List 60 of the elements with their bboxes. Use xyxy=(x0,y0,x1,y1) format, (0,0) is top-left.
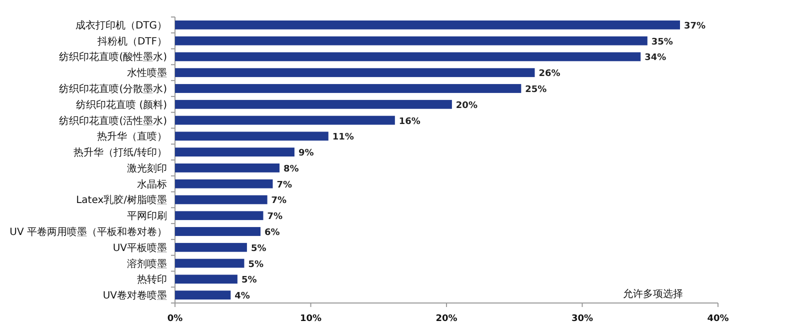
bar xyxy=(175,116,395,125)
y-tick-label: 纺织印花直喷(分散墨水) xyxy=(59,83,168,95)
y-tick-label: UV 平卷两用喷墨（平板和卷对卷） xyxy=(10,226,167,238)
y-tick-label: 热升华（打纸/转印） xyxy=(74,146,167,159)
data-label: 7% xyxy=(276,180,292,190)
data-label: 20% xyxy=(456,100,478,111)
data-label: 5% xyxy=(241,276,257,286)
data-label: 25% xyxy=(525,85,547,95)
data-label: 5% xyxy=(250,244,266,254)
bar xyxy=(175,195,268,204)
bar xyxy=(175,163,280,172)
y-tick-label: 热转印 xyxy=(137,274,167,286)
y-tick-label: UV卷对卷喷墨 xyxy=(102,290,167,302)
data-label: 34% xyxy=(644,53,666,64)
y-tick-label: 抖粉机（DTF） xyxy=(96,35,167,48)
bar xyxy=(175,258,244,268)
y-tick-label: 水晶标 xyxy=(137,178,167,190)
y-tick-label: 成衣打印机（DTG） xyxy=(75,19,167,32)
x-tick-label: 30% xyxy=(571,314,594,324)
y-tick-label: UV平板喷墨 xyxy=(112,242,167,254)
data-label: 26% xyxy=(538,69,560,80)
bar xyxy=(175,52,641,62)
x-tick-label: 40% xyxy=(707,314,729,324)
y-tick-label: 水性喷墨 xyxy=(127,67,167,80)
bar xyxy=(175,179,273,188)
bar xyxy=(175,274,238,284)
bar xyxy=(175,100,452,109)
data-label: 6% xyxy=(264,228,280,238)
bar xyxy=(175,290,231,300)
bar xyxy=(175,148,294,157)
data-label: 11% xyxy=(332,132,354,143)
bar xyxy=(175,211,264,220)
data-label: 9% xyxy=(298,148,314,159)
y-tick-label: 溶剂喷墨 xyxy=(127,258,167,270)
y-tick-label: Latex乳胶/树脂喷墨 xyxy=(76,194,167,206)
data-label: 8% xyxy=(284,164,299,174)
y-tick-label: 热升华（直喷） xyxy=(97,130,167,143)
y-tick-label: 平网印刷 xyxy=(127,210,167,222)
bar xyxy=(175,68,535,78)
bar xyxy=(175,36,648,46)
data-label: 7% xyxy=(267,212,283,222)
bar xyxy=(175,132,328,141)
x-tick-label: 20% xyxy=(436,314,458,324)
annotation: 允许多项选择 xyxy=(623,288,683,300)
y-tick-label: 激光刻印 xyxy=(127,162,167,174)
y-tick-label: 纺织印花直喷(活性墨水) xyxy=(59,114,168,127)
bar xyxy=(175,227,261,236)
data-label: 37% xyxy=(684,21,706,32)
data-label: 7% xyxy=(271,196,287,206)
y-tick-label: 纺织印花直喷(酸性墨水) xyxy=(59,51,168,64)
data-label: 4% xyxy=(234,292,250,302)
bar xyxy=(175,242,247,252)
x-tick-label: 10% xyxy=(300,314,322,324)
y-tick-label: 纺织印花直喷 (颜料) xyxy=(76,98,168,111)
bar xyxy=(175,84,522,93)
data-label: 16% xyxy=(398,116,420,127)
data-label: 35% xyxy=(651,37,673,48)
bar xyxy=(175,20,680,30)
data-label: 5% xyxy=(248,260,264,270)
x-tick-label: 0% xyxy=(167,314,183,324)
